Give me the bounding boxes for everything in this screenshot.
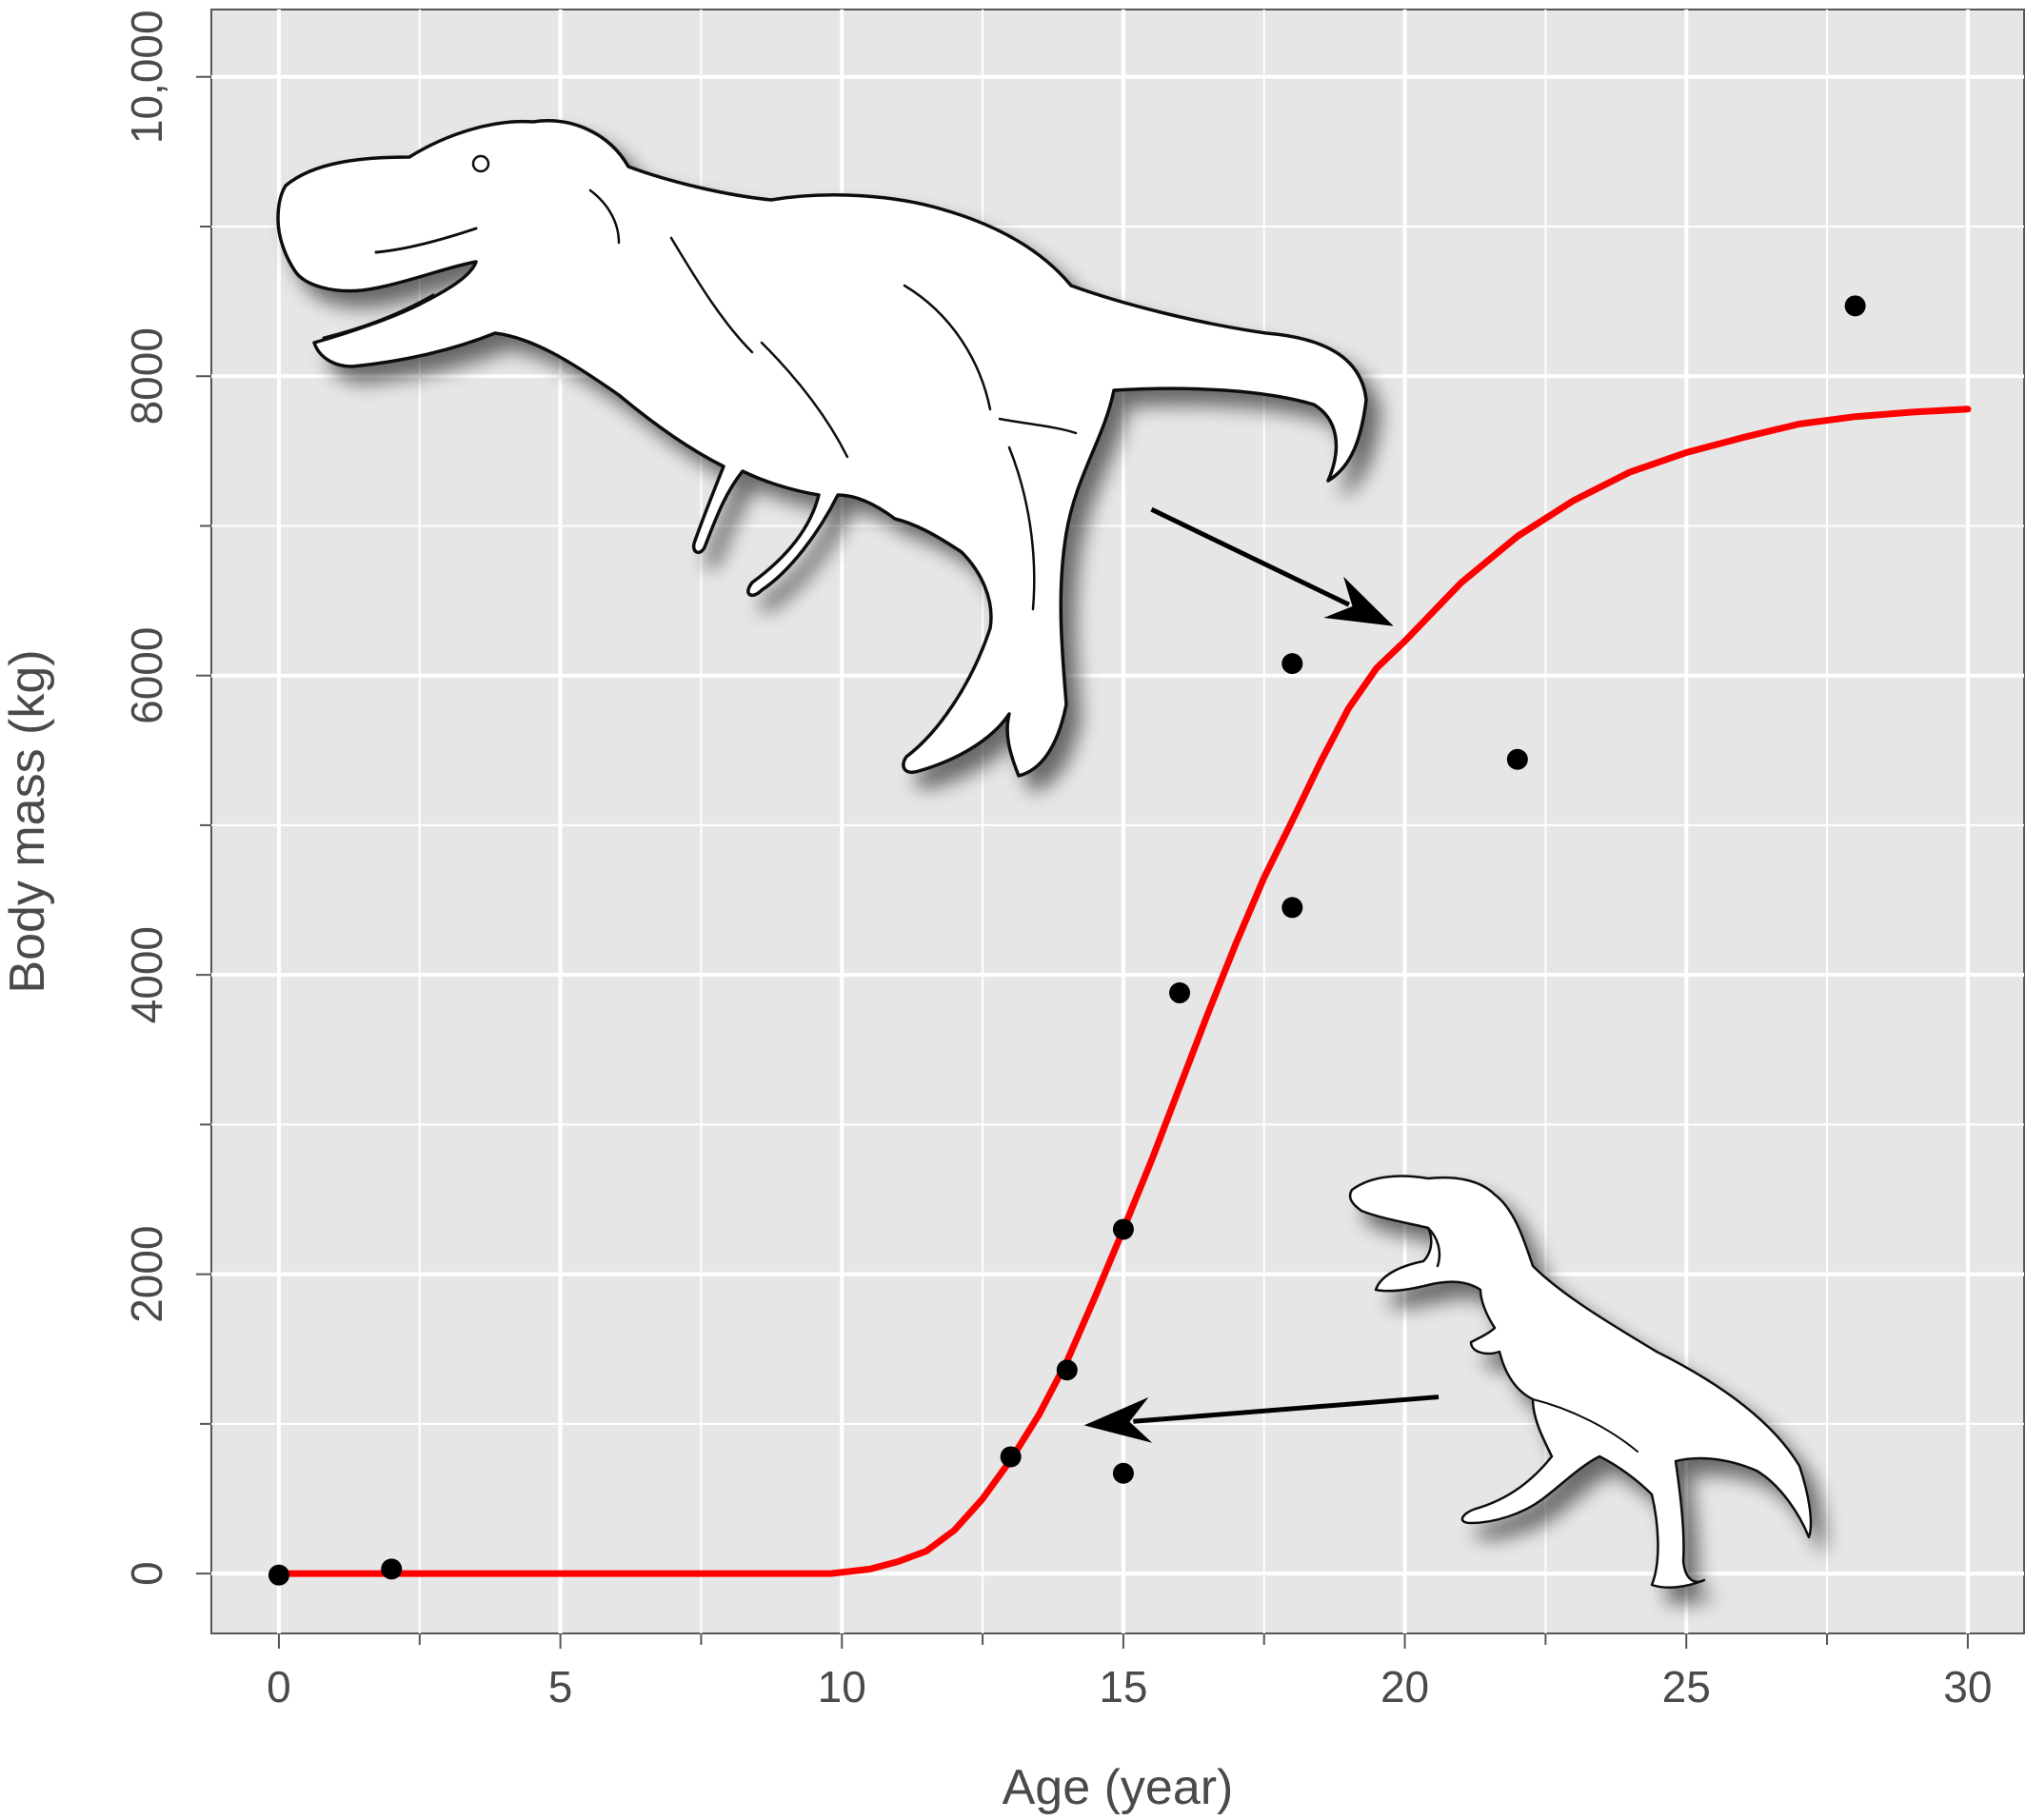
data-point (381, 1558, 403, 1580)
x-tick-label: 20 (1380, 1662, 1429, 1711)
data-point (1112, 1218, 1134, 1240)
juvenile-tyrannosaurus-illustration (1348, 1175, 1813, 1589)
x-tick-label: 5 (548, 1662, 573, 1711)
x-tick-label: 15 (1099, 1662, 1147, 1711)
data-point (1000, 1446, 1022, 1468)
y-tick-label: 10,000 (122, 10, 171, 144)
growth-curve-layer (275, 406, 1972, 1577)
growth-curve-line (275, 406, 1972, 1577)
data-point (1056, 1359, 1078, 1381)
data-point (1281, 653, 1303, 675)
data-point (1169, 982, 1191, 1004)
arrow-shaft (1150, 506, 1350, 607)
arrow-head (1323, 576, 1394, 626)
x-axis-title: Age (year) (1003, 1760, 1234, 1815)
data-points-layer (268, 295, 1866, 1586)
data-point (1112, 1462, 1134, 1484)
arrow-shaft (1133, 1395, 1440, 1424)
adult-tyrannosaurus-illustration (276, 119, 1368, 778)
data-point (1844, 295, 1866, 317)
y-tick-label: 4000 (122, 926, 171, 1023)
x-tick-label: 25 (1662, 1662, 1711, 1711)
y-tick-label: 8000 (122, 327, 171, 425)
data-point (1281, 897, 1303, 919)
x-tick-label: 30 (1943, 1662, 1992, 1711)
data-point (268, 1564, 289, 1586)
y-tick-label: 2000 (122, 1225, 171, 1322)
arrow-head (1083, 1396, 1153, 1443)
x-tick-label: 0 (267, 1662, 291, 1711)
x-tick-label: 10 (818, 1662, 866, 1711)
y-tick-label: 0 (122, 1561, 171, 1586)
y-tick-label: 6000 (122, 627, 171, 724)
data-point (1506, 748, 1528, 770)
arrow-annotations (1083, 506, 1440, 1443)
axes: 0 5 10 15 20 25 30 0 2000 4000 6000 8000 10,000 (122, 10, 1992, 1711)
y-axis-title: Body mass (kg) (0, 649, 55, 993)
